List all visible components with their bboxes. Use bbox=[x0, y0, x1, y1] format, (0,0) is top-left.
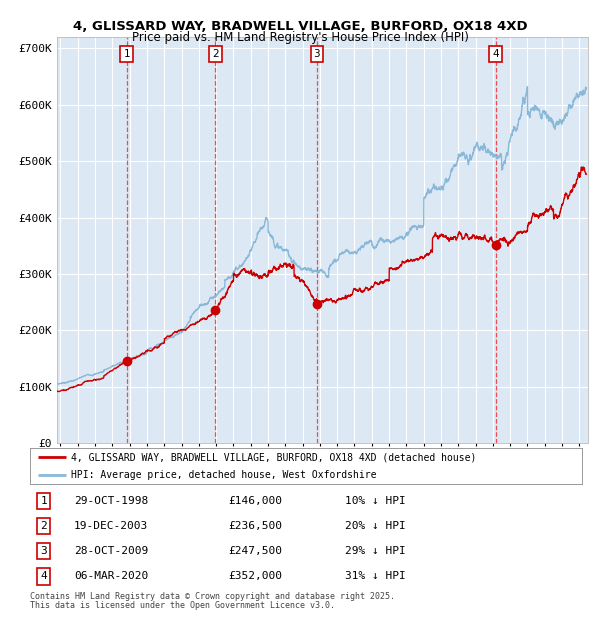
Text: £146,000: £146,000 bbox=[229, 496, 283, 506]
Text: 2: 2 bbox=[212, 49, 219, 59]
Text: £247,500: £247,500 bbox=[229, 546, 283, 556]
Text: 20% ↓ HPI: 20% ↓ HPI bbox=[344, 521, 406, 531]
Text: £236,500: £236,500 bbox=[229, 521, 283, 531]
Text: 4: 4 bbox=[40, 572, 47, 582]
Text: 10% ↓ HPI: 10% ↓ HPI bbox=[344, 496, 406, 506]
Text: 3: 3 bbox=[314, 49, 320, 59]
Text: Price paid vs. HM Land Registry's House Price Index (HPI): Price paid vs. HM Land Registry's House … bbox=[131, 31, 469, 44]
Text: 1: 1 bbox=[124, 49, 130, 59]
Text: 29-OCT-1998: 29-OCT-1998 bbox=[74, 496, 148, 506]
Text: 1: 1 bbox=[40, 496, 47, 506]
Text: 4: 4 bbox=[493, 49, 499, 59]
Text: Contains HM Land Registry data © Crown copyright and database right 2025.: Contains HM Land Registry data © Crown c… bbox=[30, 592, 395, 601]
Text: 31% ↓ HPI: 31% ↓ HPI bbox=[344, 572, 406, 582]
Text: 06-MAR-2020: 06-MAR-2020 bbox=[74, 572, 148, 582]
Text: 4, GLISSARD WAY, BRADWELL VILLAGE, BURFORD, OX18 4XD (detached house): 4, GLISSARD WAY, BRADWELL VILLAGE, BURFO… bbox=[71, 453, 477, 463]
Text: 28-OCT-2009: 28-OCT-2009 bbox=[74, 546, 148, 556]
Text: 29% ↓ HPI: 29% ↓ HPI bbox=[344, 546, 406, 556]
Text: This data is licensed under the Open Government Licence v3.0.: This data is licensed under the Open Gov… bbox=[30, 601, 335, 611]
Text: 3: 3 bbox=[40, 546, 47, 556]
Text: 19-DEC-2003: 19-DEC-2003 bbox=[74, 521, 148, 531]
Text: 2: 2 bbox=[40, 521, 47, 531]
Text: 4, GLISSARD WAY, BRADWELL VILLAGE, BURFORD, OX18 4XD: 4, GLISSARD WAY, BRADWELL VILLAGE, BURFO… bbox=[73, 20, 527, 33]
Text: £352,000: £352,000 bbox=[229, 572, 283, 582]
Text: HPI: Average price, detached house, West Oxfordshire: HPI: Average price, detached house, West… bbox=[71, 469, 377, 480]
